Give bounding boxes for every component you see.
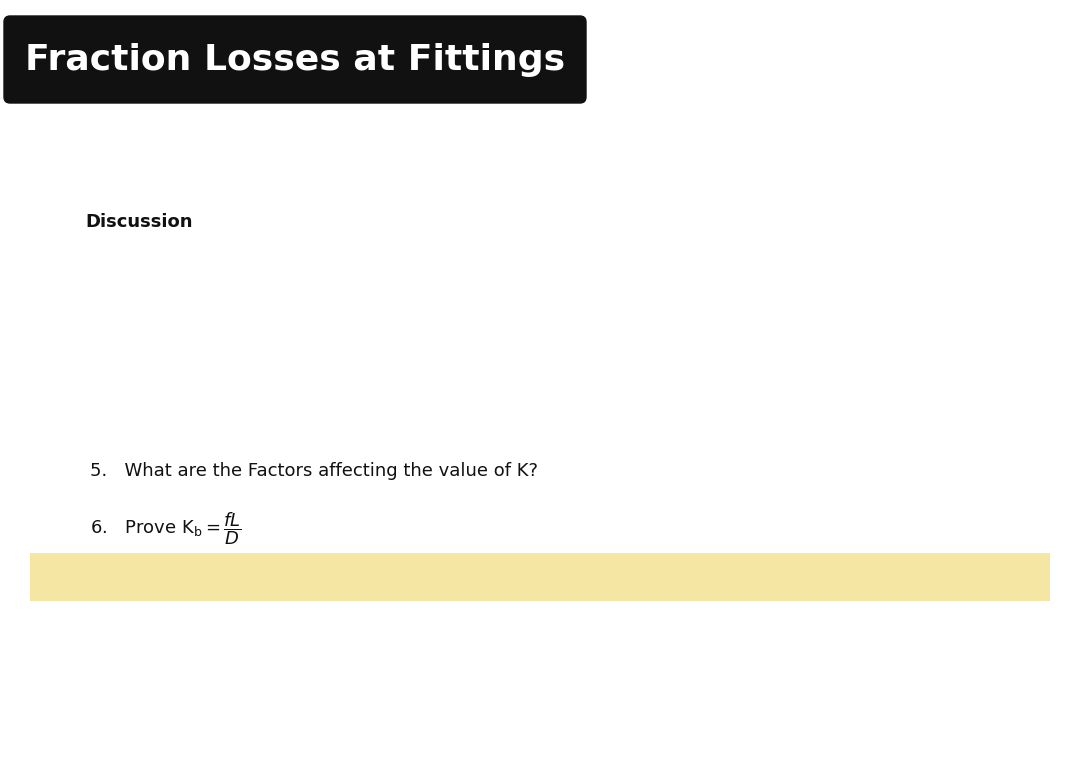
Text: Discussion: Discussion: [85, 213, 192, 231]
FancyBboxPatch shape: [4, 16, 586, 103]
Text: 6.   Prove $\mathrm{K_b} = \dfrac{fL}{D}$: 6. Prove $\mathrm{K_b} = \dfrac{fL}{D}$: [90, 510, 242, 546]
Bar: [30, 553, 1050, 601]
Text: 5.   What are the Factors affecting the value of K?: 5. What are the Factors affecting the va…: [90, 462, 538, 480]
Text: Fraction Losses at Fittings: Fraction Losses at Fittings: [25, 42, 565, 77]
